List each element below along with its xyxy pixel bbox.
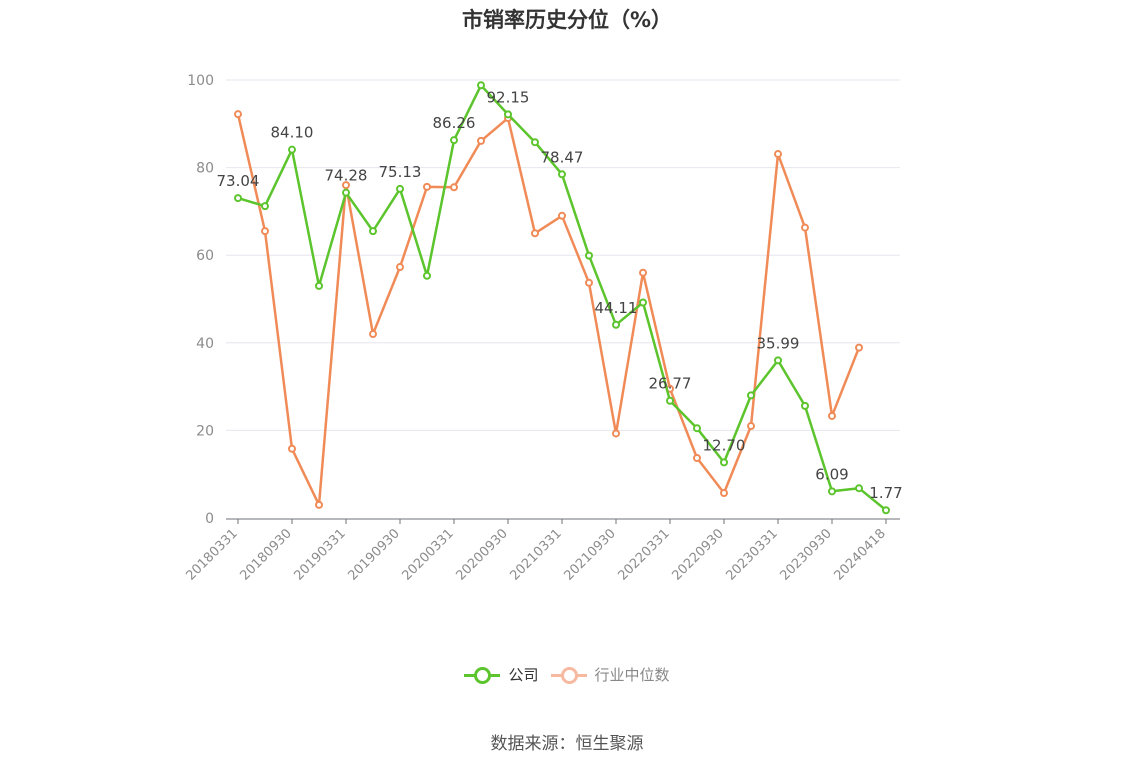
data-label: 92.15 bbox=[487, 88, 530, 106]
legend-swatch-company-icon bbox=[464, 666, 501, 684]
x-tick-label: 20180331 bbox=[183, 526, 240, 583]
y-tick-label: 0 bbox=[205, 511, 214, 527]
legend-item-company[interactable]: 公司 bbox=[464, 664, 539, 685]
series-layer bbox=[234, 81, 890, 515]
data-point-0 bbox=[693, 424, 701, 433]
x-tick-label: 20200930 bbox=[453, 526, 510, 583]
data-point-0 bbox=[666, 396, 674, 405]
data-label: 74.28 bbox=[325, 167, 368, 185]
data-point-1 bbox=[720, 489, 728, 498]
x-tick-label: 20240418 bbox=[831, 526, 888, 583]
data-point-1 bbox=[396, 263, 404, 272]
data-label: 86.26 bbox=[433, 114, 476, 132]
y-tick-label: 40 bbox=[196, 336, 214, 352]
data-label-layer: 73.04 84.10 74.28 75.13 86.26 92.15 78.47 44.11… bbox=[217, 88, 903, 502]
data-point-1 bbox=[477, 136, 485, 145]
x-tick-label: 20210331 bbox=[507, 526, 564, 583]
x-tick-label: 20220930 bbox=[669, 526, 726, 583]
data-point-0 bbox=[423, 271, 431, 280]
data-point-1 bbox=[450, 183, 458, 192]
x-tick-label: 20210930 bbox=[561, 526, 618, 583]
y-tick-label: 100 bbox=[187, 73, 214, 89]
data-source: 数据来源：恒生聚源 bbox=[490, 734, 644, 754]
data-point-1 bbox=[774, 150, 782, 159]
y-tick-label: 20 bbox=[196, 423, 214, 439]
legend-dot bbox=[474, 666, 492, 684]
x-tick-label: 20190930 bbox=[345, 526, 402, 583]
data-point-1 bbox=[828, 411, 836, 420]
legend-label-company: 公司 bbox=[508, 666, 539, 684]
series-line-1 bbox=[236, 113, 861, 507]
legend-swatch-industry-icon bbox=[550, 666, 587, 684]
data-point-0 bbox=[585, 251, 593, 260]
x-tick-label: 20180930 bbox=[237, 526, 294, 583]
data-point-0 bbox=[261, 202, 269, 211]
grid-layer bbox=[226, 79, 900, 431]
data-point-0 bbox=[774, 356, 782, 365]
data-point-0 bbox=[747, 391, 755, 400]
legend-item-industry-median[interactable]: 行业中位数 bbox=[550, 664, 670, 685]
data-point-0 bbox=[477, 81, 485, 90]
data-point-1 bbox=[531, 229, 539, 238]
data-point-0 bbox=[369, 227, 377, 236]
data-point-1 bbox=[693, 453, 701, 462]
data-point-0 bbox=[828, 487, 836, 496]
legend-label-industry-median: 行业中位数 bbox=[594, 666, 670, 684]
data-label: 35.99 bbox=[757, 334, 800, 352]
data-point-0 bbox=[558, 170, 566, 179]
data-point-1 bbox=[639, 268, 647, 277]
data-point-1 bbox=[855, 343, 863, 352]
data-label: 75.13 bbox=[379, 163, 422, 181]
data-point-1 bbox=[342, 181, 350, 190]
data-point-0 bbox=[531, 138, 539, 147]
data-point-1 bbox=[801, 223, 809, 232]
data-point-0 bbox=[288, 145, 296, 154]
data-point-0 bbox=[855, 484, 863, 493]
data-point-0 bbox=[234, 194, 242, 203]
x-tick-label: 20200331 bbox=[399, 526, 456, 583]
data-point-1 bbox=[369, 330, 377, 339]
data-point-0 bbox=[396, 184, 404, 193]
data-point-0 bbox=[315, 281, 323, 290]
legend-dot bbox=[560, 666, 578, 684]
data-point-1 bbox=[558, 211, 566, 220]
data-point-1 bbox=[234, 110, 242, 119]
chart-title: 市销率历史分位（%） bbox=[461, 8, 673, 32]
y-tick-label: 60 bbox=[196, 248, 214, 264]
data-point-1 bbox=[612, 429, 620, 438]
data-point-0 bbox=[639, 298, 647, 307]
data-label: 78.47 bbox=[541, 148, 584, 166]
legend: 公司 行业中位数 bbox=[0, 664, 1134, 685]
x-tick-label: 20190331 bbox=[291, 526, 348, 583]
data-point-0 bbox=[342, 188, 350, 197]
data-point-0 bbox=[882, 506, 890, 515]
data-point-0 bbox=[450, 136, 458, 145]
data-label: 6.09 bbox=[815, 465, 848, 483]
y-tick-label: 80 bbox=[196, 161, 214, 177]
data-label: 44.11 bbox=[595, 299, 638, 317]
data-point-1 bbox=[747, 422, 755, 431]
data-point-1 bbox=[315, 500, 323, 509]
data-point-1 bbox=[261, 227, 269, 236]
data-point-0 bbox=[612, 320, 620, 329]
data-point-0 bbox=[504, 110, 512, 119]
data-label: 84.10 bbox=[271, 124, 314, 142]
data-label: 26.77 bbox=[649, 375, 692, 393]
data-point-1 bbox=[288, 444, 296, 453]
data-point-1 bbox=[423, 182, 431, 191]
data-label: 12.70 bbox=[703, 436, 746, 454]
x-tick-label: 20220331 bbox=[615, 526, 672, 583]
x-tick-label: 20230331 bbox=[723, 526, 780, 583]
data-point-0 bbox=[720, 458, 728, 467]
x-tick-label: 20230930 bbox=[777, 526, 834, 583]
data-label: 73.04 bbox=[217, 172, 260, 190]
data-label: 1.77 bbox=[869, 484, 902, 502]
data-point-0 bbox=[801, 401, 809, 410]
data-point-1 bbox=[585, 278, 593, 287]
